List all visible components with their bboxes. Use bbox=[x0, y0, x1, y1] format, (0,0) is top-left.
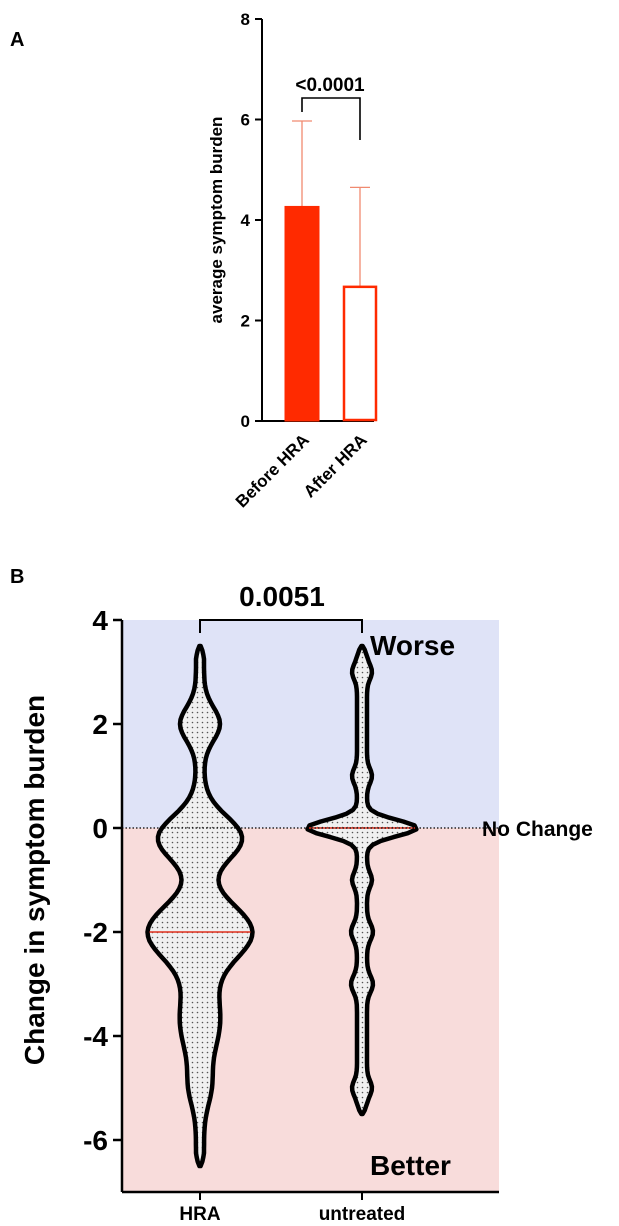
violin-untreated bbox=[305, 643, 419, 1117]
panel-b-y-tick-label: -4 bbox=[83, 1021, 108, 1052]
panel-b-letter: B bbox=[10, 566, 24, 588]
panel-a-p-value: <0.0001 bbox=[295, 75, 365, 96]
panel-b-y-tick-label: -6 bbox=[83, 1125, 108, 1156]
panel-a-y-axis-label: average symptom burden bbox=[207, 117, 226, 324]
panel-a-y-tick-label: 6 bbox=[241, 111, 250, 130]
panel-a-y-tick-label: 2 bbox=[241, 312, 250, 331]
panel-a-bars bbox=[284, 97, 378, 422]
panel-b-x-tick-label: untreated bbox=[319, 1204, 406, 1225]
panel-b-y-tick-label: 4 bbox=[92, 605, 108, 636]
panel-a-y-tick-label: 8 bbox=[241, 10, 250, 29]
panel-a-letter: A bbox=[10, 29, 24, 51]
panel-a-x-tick-label: Before HRA bbox=[232, 430, 313, 511]
panel-b-y-tick-label: -2 bbox=[83, 917, 108, 948]
panel-b: B HRA untreated 4 2 0 -2 -4 -6 Worse Better No … bbox=[10, 566, 593, 1225]
panel-b-p-value: 0.0051 bbox=[239, 581, 325, 612]
panel-a-bracket bbox=[301, 97, 361, 140]
worse-label: Worse bbox=[370, 630, 455, 661]
panel-b-bracket bbox=[199, 619, 363, 633]
no-change-label: No Change bbox=[482, 818, 593, 841]
panel-a-bar bbox=[284, 205, 320, 422]
panel-a-y-tick-label: 4 bbox=[241, 211, 251, 230]
panel-b-y-tick-label: 2 bbox=[92, 709, 108, 740]
panel-a-y-tick-label: 0 bbox=[241, 412, 250, 431]
panel-b-y-axis-label: Change in symptom burden bbox=[19, 695, 50, 1065]
violin-hra bbox=[145, 643, 255, 1169]
panel-b-x-tick-label: HRA bbox=[179, 1204, 220, 1225]
better-label: Better bbox=[370, 1150, 451, 1181]
panel-a-x-tick-label: After HRA bbox=[300, 430, 371, 501]
panel-b-violins bbox=[145, 643, 419, 1169]
panel-a-bar bbox=[342, 285, 378, 422]
panel-b-y-tick-label: 0 bbox=[92, 813, 108, 844]
panel-b-axes: HRA untreated 4 2 0 -2 -4 -6 bbox=[83, 605, 499, 1225]
